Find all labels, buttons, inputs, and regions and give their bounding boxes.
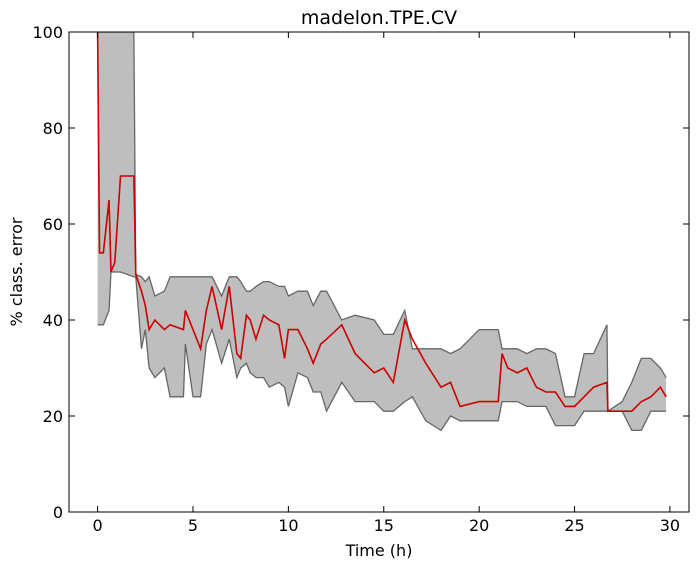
x-tick-label: 15 — [374, 516, 394, 535]
x-tick-label: 20 — [469, 516, 489, 535]
band-edge — [97, 32, 667, 413]
plot-area — [96, 32, 667, 432]
x-tick-label: 5 — [188, 516, 198, 535]
x-tick-label: 30 — [660, 516, 680, 535]
y-tick-label: 80 — [43, 119, 63, 138]
y-tick-label: 0 — [53, 503, 63, 522]
y-tick-label: 40 — [43, 311, 63, 330]
y-tick-label: 100 — [32, 23, 63, 42]
y-tick-label: 60 — [43, 215, 63, 234]
y-axis-label: % class. error — [7, 217, 26, 326]
x-axis-label: Time (h) — [345, 541, 413, 560]
x-tick-label: 25 — [564, 516, 584, 535]
band-edge — [97, 271, 667, 432]
chart-title: madelon.TPE.CV — [301, 7, 457, 29]
line — [96, 32, 667, 412]
band-area — [97, 32, 667, 431]
x-tick-label: 0 — [93, 516, 103, 535]
y-tick-label: 20 — [43, 407, 63, 426]
x-tick-label: 10 — [278, 516, 298, 535]
plot-frame — [68, 31, 690, 513]
